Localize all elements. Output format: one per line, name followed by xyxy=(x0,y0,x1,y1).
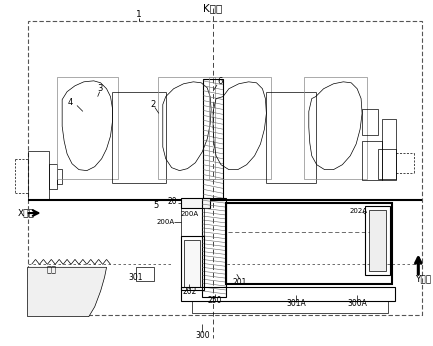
Text: 200A: 200A xyxy=(157,219,175,225)
Bar xyxy=(181,198,210,208)
Text: 油面: 油面 xyxy=(46,266,56,275)
Text: Y方向: Y方向 xyxy=(415,275,431,284)
Bar xyxy=(28,151,49,200)
Bar xyxy=(365,206,390,275)
Bar xyxy=(226,203,392,284)
Text: 300: 300 xyxy=(195,331,210,340)
Bar xyxy=(202,198,226,297)
Bar xyxy=(203,79,223,200)
Bar xyxy=(369,210,386,271)
Text: 202: 202 xyxy=(182,288,197,297)
Text: 1: 1 xyxy=(136,10,142,19)
Bar xyxy=(378,149,396,179)
Text: 4: 4 xyxy=(68,98,73,107)
Bar xyxy=(136,267,154,281)
Bar xyxy=(382,119,396,181)
Text: 2: 2 xyxy=(150,100,155,109)
Text: 3: 3 xyxy=(97,84,102,93)
Bar xyxy=(181,236,204,290)
Bar xyxy=(192,301,388,313)
Bar xyxy=(49,164,57,189)
Text: 250: 250 xyxy=(208,296,222,306)
Text: X方向: X方向 xyxy=(18,209,35,218)
Bar xyxy=(184,240,200,287)
Polygon shape xyxy=(28,267,107,317)
Text: 20: 20 xyxy=(168,197,178,206)
Bar xyxy=(57,169,62,184)
Text: 200A: 200A xyxy=(181,211,198,217)
Text: 6: 6 xyxy=(217,77,223,86)
Text: 300A: 300A xyxy=(347,299,367,308)
Text: 202A: 202A xyxy=(349,208,367,214)
Text: K断面: K断面 xyxy=(204,3,223,13)
Bar xyxy=(181,208,204,236)
Bar xyxy=(28,21,422,315)
Bar xyxy=(362,109,378,135)
Text: 5: 5 xyxy=(153,201,158,210)
Bar xyxy=(362,141,382,181)
Bar xyxy=(181,287,394,301)
Text: 301: 301 xyxy=(129,273,143,282)
Text: 201: 201 xyxy=(233,277,247,286)
Text: 301A: 301A xyxy=(286,299,306,308)
